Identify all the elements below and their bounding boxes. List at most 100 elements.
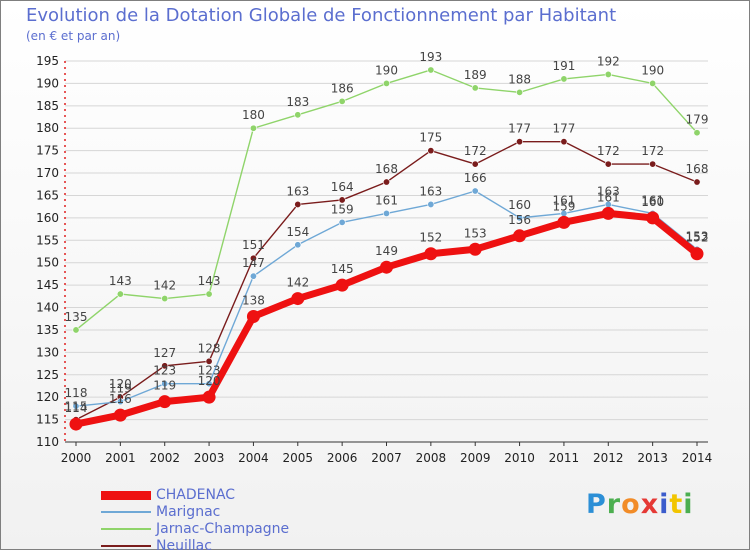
data-point <box>427 200 435 208</box>
data-label: 166 <box>464 171 487 185</box>
data-label: 163 <box>286 184 309 198</box>
data-label: 177 <box>552 122 575 136</box>
data-label: 153 <box>686 229 709 243</box>
data-point <box>161 295 169 303</box>
data-label: 153 <box>464 226 487 240</box>
legend-swatch <box>101 528 151 530</box>
data-point <box>516 214 524 222</box>
data-label: 189 <box>464 68 487 82</box>
logo-letter: P <box>586 489 607 520</box>
data-label: 175 <box>419 131 442 145</box>
x-tick-label: 2002 <box>149 451 180 465</box>
data-label: 127 <box>153 346 176 360</box>
axes: 110 115 120 125 130 135 140 145 150 155 160 165 170 1… <box>36 54 712 465</box>
data-label: 168 <box>375 162 398 176</box>
data-point <box>291 292 305 306</box>
logo-letter: i <box>683 489 694 520</box>
data-label: 151 <box>242 238 265 252</box>
y-tick-label: 180 <box>36 121 59 135</box>
data-point <box>693 178 701 186</box>
data-point <box>338 97 346 105</box>
chart-title: Evolution de la Dotation Globale de Fonc… <box>26 5 617 26</box>
data-point <box>246 309 260 323</box>
x-tick-label: 2007 <box>371 451 402 465</box>
logo-letter: i <box>659 489 670 520</box>
data-point <box>69 417 83 431</box>
data-label: 172 <box>464 144 487 158</box>
y-tick-label: 150 <box>36 256 59 270</box>
data-label: 138 <box>242 293 265 307</box>
data-label: 163 <box>597 184 620 198</box>
y-tick-label: 170 <box>36 166 59 180</box>
y-tick-label: 145 <box>36 278 59 292</box>
proxiti-logo: Proxiti <box>586 489 694 520</box>
data-point <box>294 241 302 249</box>
data-label: 192 <box>597 54 620 68</box>
x-tick-label: 2012 <box>593 451 624 465</box>
data-point <box>249 124 257 132</box>
data-label: 180 <box>242 108 265 122</box>
legend-swatch <box>101 511 151 513</box>
data-label: 149 <box>375 244 398 258</box>
data-point <box>113 408 127 422</box>
data-point <box>424 247 438 261</box>
data-label: 119 <box>153 379 176 393</box>
data-point <box>471 187 479 195</box>
data-label: 115 <box>65 400 88 414</box>
data-point <box>604 160 612 168</box>
data-point <box>516 88 524 96</box>
x-tick-label: 2003 <box>194 451 225 465</box>
data-point <box>690 247 704 261</box>
data-label: 193 <box>419 50 442 64</box>
data-point <box>516 138 524 146</box>
data-point <box>560 138 568 146</box>
x-tick-label: 2000 <box>61 451 92 465</box>
data-point <box>249 254 257 262</box>
y-tick-label: 190 <box>36 76 59 90</box>
data-point <box>205 290 213 298</box>
x-tick-label: 2013 <box>637 451 668 465</box>
x-tick-label: 2009 <box>460 451 491 465</box>
y-tick-label: 160 <box>36 211 59 225</box>
data-label: 159 <box>331 202 354 216</box>
data-label: 177 <box>508 122 531 136</box>
data-point <box>202 390 216 404</box>
logo-letter: x <box>640 489 660 520</box>
legend-label: Neuillac <box>156 538 212 554</box>
data-label: 160 <box>641 195 664 209</box>
data-point <box>205 357 213 365</box>
data-label: 156 <box>508 213 531 227</box>
x-tick-label: 2006 <box>327 451 358 465</box>
data-point <box>161 380 169 388</box>
y-tick-label: 130 <box>36 345 59 359</box>
data-label: 143 <box>109 274 132 288</box>
data-label: 152 <box>686 231 709 245</box>
data-point <box>116 290 124 298</box>
x-tick-label: 2008 <box>416 451 447 465</box>
data-label: 179 <box>686 113 709 127</box>
data-point <box>205 380 213 388</box>
data-label: 120 <box>109 377 132 391</box>
data-point <box>604 70 612 78</box>
data-point <box>161 362 169 370</box>
y-tick-label: 195 <box>36 54 59 68</box>
data-point <box>601 206 615 220</box>
data-point <box>649 79 657 87</box>
data-point <box>294 200 302 208</box>
data-label: 118 <box>65 386 88 400</box>
data-label: 154 <box>286 225 309 239</box>
x-tick-label: 2005 <box>283 451 314 465</box>
data-label: 152 <box>419 231 442 245</box>
data-point <box>649 160 657 168</box>
data-point <box>380 260 393 274</box>
data-label: 191 <box>552 59 575 73</box>
y-tick-label: 135 <box>36 323 59 337</box>
data-label: 161 <box>641 193 664 207</box>
data-point <box>158 395 172 409</box>
data-label: 135 <box>65 310 88 324</box>
data-label: 183 <box>286 95 309 109</box>
legend-label: CHADENAC <box>156 487 236 503</box>
data-point <box>294 111 302 119</box>
